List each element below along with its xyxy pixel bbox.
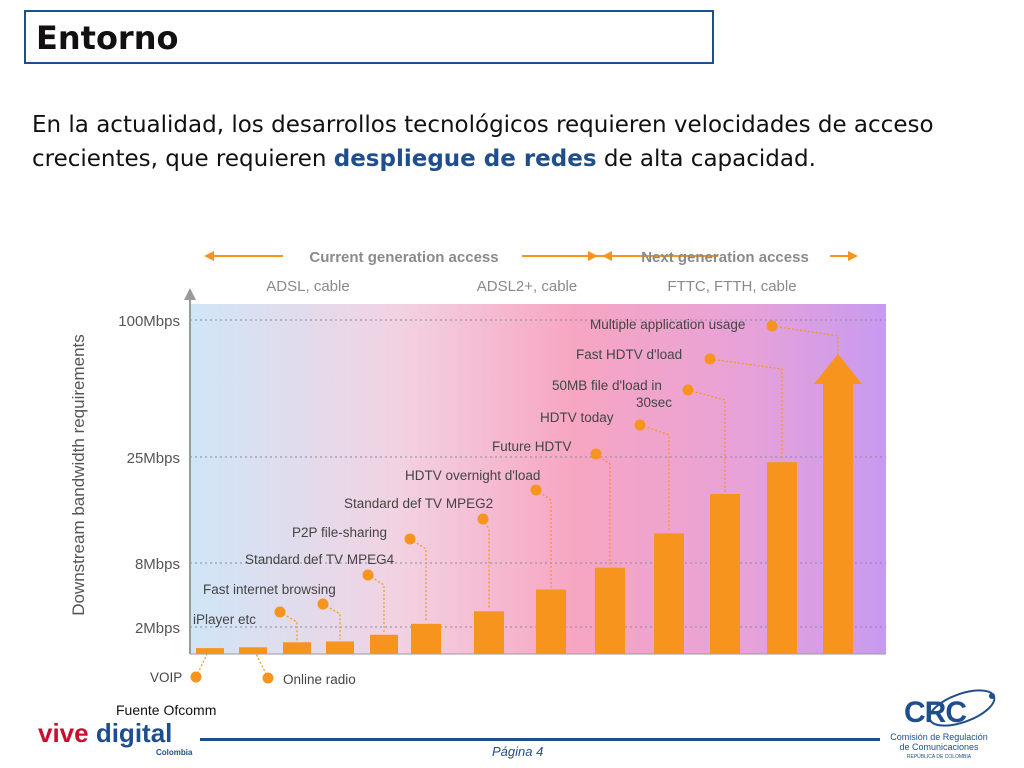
vive-digital-logo-part-a: vive [38,718,96,748]
application-label: 50MB file d'load in [552,378,662,393]
tech-label: ADSL2+, cable [477,278,577,295]
band-label-next: Next generation access [641,249,809,266]
crc-logo-country: REPÚBLICA DE COLOMBIA [906,754,972,760]
band-arrow-mid-icon [602,251,612,261]
band-arrow-right-icon [848,251,858,261]
bar [239,647,267,654]
source-note: Fuente Ofcomm [116,702,217,718]
growth-arrow-icon [814,354,862,384]
vive-digital-logo: vive digital Colombia [38,718,192,757]
band-arrow-left-icon [204,251,214,261]
bar [326,641,354,654]
bar [654,533,684,654]
y-tick-label: 100Mbps [118,313,180,330]
slide-title: Entorno [36,19,179,57]
leader-line [595,453,611,566]
intro-highlight: despliegue de redes [333,146,597,172]
leader-dot [317,598,329,610]
application-label: VOIP [150,670,182,685]
leader-dot [704,353,716,365]
application-label: P2P file-sharing [292,525,387,540]
intro-text-start: En la actualidad, los desarrollos tecnol… [32,112,934,172]
leader-line [252,647,269,679]
bar [536,589,566,654]
leader-dot [682,384,694,396]
bar [595,567,625,654]
y-tick-label: 2Mbps [135,620,180,637]
application-label: Standard def TV MPEG4 [245,552,395,567]
intro-text: En la actualidad, los desarrollos tecnol… [32,108,992,176]
crc-logo-swoosh-icon [928,689,996,727]
bar [411,623,441,654]
tech-label: FTTC, FTTH, cable [667,278,796,295]
y-axis-arrow-icon [184,288,196,300]
crc-logo-line1: Comisión de Regulación [890,732,988,742]
leader-dot [766,320,778,332]
application-label: Standard def TV MPEG2 [344,496,493,511]
bar [710,493,740,654]
leader-line [709,358,783,461]
bar [767,462,797,654]
leader-dot [590,448,602,460]
leader-dot [274,606,286,618]
intro-text-end: de alta capacidad. [596,146,816,172]
y-tick-label: 8Mbps [135,556,180,573]
leader-dot [477,513,489,525]
application-label: Online radio [283,672,356,687]
y-axis-title: Downstream bandwidth requirements [69,334,88,616]
bar [823,432,853,654]
crc-logo-name: Comisión de Regulación de Comunicaciones [884,732,994,752]
application-label: Fast HDTV d'load [576,347,682,362]
vive-digital-logo-subtitle: Colombia [156,748,193,757]
application-label: Multiple application usage [590,317,745,332]
y-tick-label: 25Mbps [127,450,180,467]
leader-line [771,325,839,430]
application-label: iPlayer etc [193,612,256,627]
application-label: HDTV today [540,410,614,425]
leader-line [482,518,490,610]
bar [474,611,504,654]
vive-digital-logo-part-b: digital [95,718,173,748]
application-label: Future HDTV [492,439,572,454]
bar [283,642,311,654]
leader-line [687,389,726,492]
leader-line [535,489,552,588]
title-box: Entorno [24,10,714,64]
crc-logo: CRC [904,696,967,729]
leader-line [322,603,341,640]
leader-dot [262,672,274,684]
leader-dot [362,569,374,581]
leader-dot [634,419,646,431]
application-label: HDTV overnight d'load [405,468,540,483]
bar [196,648,224,654]
footer-divider [200,738,880,741]
tech-label: ADSL, cable [266,278,349,295]
leader-dot [404,533,416,545]
bar [370,634,398,654]
band-arrow-mid-icon [588,251,598,261]
application-label: Fast internet browsing [203,582,336,597]
band-label-current: Current generation access [309,249,498,266]
page-number: Página 4 [492,744,544,759]
crc-logo-line2: de Comunicaciones [899,742,979,752]
leader-dot [190,671,202,683]
leader-dot [530,484,542,496]
application-label: 30sec [636,395,672,410]
